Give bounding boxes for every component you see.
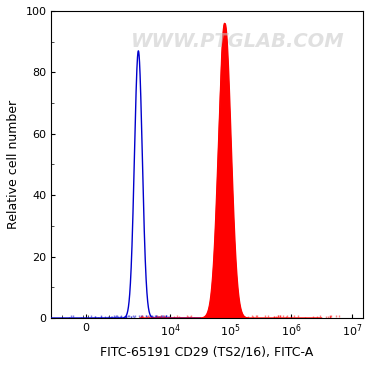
X-axis label: FITC-65191 CD29 (TS2/16), FITC-A: FITC-65191 CD29 (TS2/16), FITC-A (100, 345, 314, 358)
Text: WWW.PTGLAB.COM: WWW.PTGLAB.COM (131, 32, 345, 51)
Y-axis label: Relative cell number: Relative cell number (7, 100, 20, 229)
